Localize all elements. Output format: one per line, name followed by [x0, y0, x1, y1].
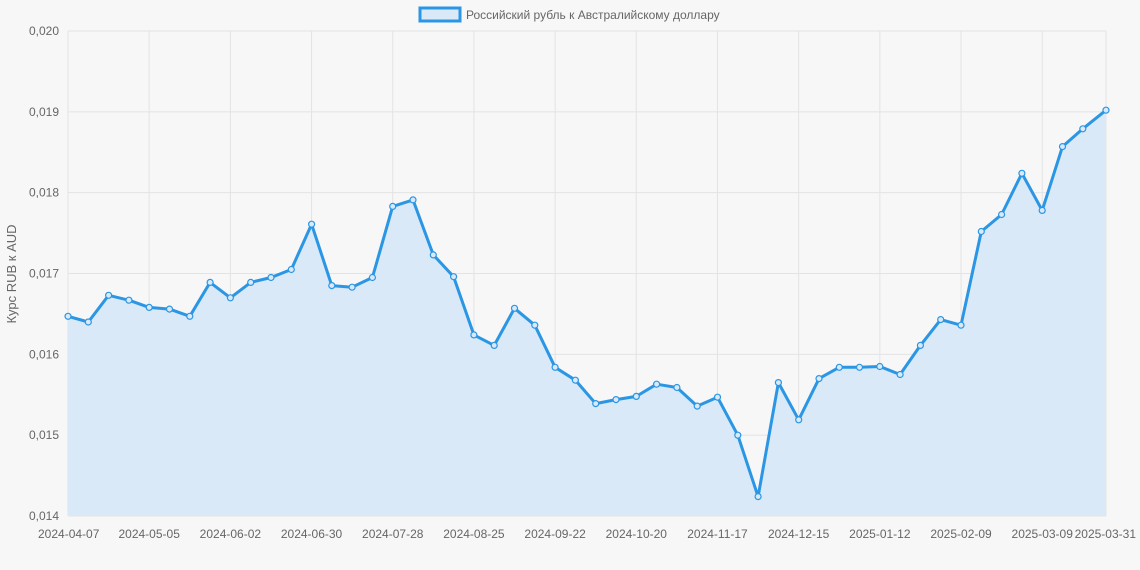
data-point: [226, 294, 234, 302]
data-point: [368, 273, 376, 282]
data-point: [673, 383, 681, 392]
area-layer: [68, 110, 1106, 516]
y-tick-label: 0,017: [29, 267, 59, 281]
x-tick-label: 2024-04-07: [38, 527, 100, 541]
data-point: [815, 375, 823, 383]
data-point: [328, 282, 336, 290]
data-point: [165, 305, 174, 313]
data-point: [896, 370, 904, 379]
data-point: [571, 376, 580, 384]
data-point: [734, 431, 742, 439]
x-tick-label: 2024-08-25: [443, 527, 505, 541]
x-tick-label: 2024-11-17: [687, 527, 748, 541]
data-point: [206, 278, 214, 286]
data-point: [977, 227, 985, 236]
data-point: [713, 393, 722, 401]
data-point: [592, 400, 600, 408]
x-tick-label: 2024-06-02: [200, 527, 262, 541]
data-point: [652, 380, 661, 388]
data-point: [125, 296, 133, 304]
data-point: [308, 220, 316, 228]
data-point: [348, 283, 356, 291]
data-point: [997, 210, 1006, 219]
legend[interactable]: Российский рубль к Австралийскому доллар…: [418, 6, 720, 23]
data-point: [531, 321, 539, 329]
data-point: [389, 202, 397, 210]
y-tick-label: 0,016: [29, 347, 59, 361]
data-point: [186, 312, 194, 320]
x-tick-label: 2025-03-31: [1075, 527, 1137, 541]
x-tick-label: 2024-07-28: [362, 527, 424, 541]
data-point: [855, 363, 864, 371]
series-line: [67, 109, 1107, 499]
data-point: [693, 402, 701, 410]
data-point: [957, 321, 965, 329]
x-tick-label: 2024-12-15: [768, 527, 830, 541]
data-point: [1102, 106, 1110, 114]
data-point: [835, 363, 843, 371]
x-tick-label: 2024-10-20: [606, 527, 668, 541]
x-axis-ticks: 2024-04-07 2024-05-05 2024-06-02 2024-06-30…: [38, 527, 1136, 541]
data-point: [937, 316, 945, 324]
y-axis-ticks: 0,020 0,019 0,018 0,017 0,016 0,015 0,014: [29, 24, 59, 523]
data-point: [267, 273, 275, 282]
data-point: [409, 196, 417, 204]
data-point: [84, 318, 92, 326]
series-area: [68, 110, 1106, 516]
data-point: [64, 312, 72, 320]
x-tick-label: 2024-05-05: [118, 527, 180, 541]
data-point: [632, 392, 640, 400]
line-layer: [67, 109, 1107, 499]
data-point: [510, 304, 519, 312]
y-tick-label: 0,019: [29, 105, 59, 119]
data-point: [754, 493, 762, 501]
data-point: [551, 363, 559, 371]
x-tick-label: 2025-03-09: [1012, 527, 1074, 541]
data-point: [795, 416, 803, 424]
x-tick-label: 2024-06-30: [281, 527, 343, 541]
data-point: [490, 341, 498, 349]
data-point: [612, 396, 620, 404]
data-point: [145, 303, 153, 311]
data-point: [287, 265, 295, 274]
data-point: [1038, 206, 1046, 214]
data-point: [1079, 125, 1087, 133]
data-point: [429, 251, 437, 259]
data-point: [104, 291, 113, 299]
data-point: [1018, 169, 1026, 177]
y-tick-label: 0,020: [29, 24, 59, 38]
data-point: [1058, 143, 1067, 151]
data-point: [470, 331, 478, 339]
y-tick-label: 0,014: [29, 509, 59, 523]
legend-label: Российский рубль к Австралийскому доллар…: [466, 8, 720, 22]
x-tick-label: 2025-02-09: [930, 527, 992, 541]
y-tick-label: 0,015: [29, 428, 59, 442]
data-point: [876, 362, 884, 371]
data-point: [247, 278, 255, 286]
legend-swatch[interactable]: [418, 6, 462, 23]
points-layer: [64, 106, 1110, 501]
data-point: [774, 379, 783, 387]
x-tick-label: 2025-01-12: [849, 527, 911, 541]
data-point: [450, 273, 458, 281]
y-tick-label: 0,018: [29, 186, 59, 200]
x-tick-label: 2024-09-22: [524, 527, 586, 541]
data-point: [916, 341, 925, 349]
y-axis-title: Курс RUB к AUD: [4, 224, 19, 323]
